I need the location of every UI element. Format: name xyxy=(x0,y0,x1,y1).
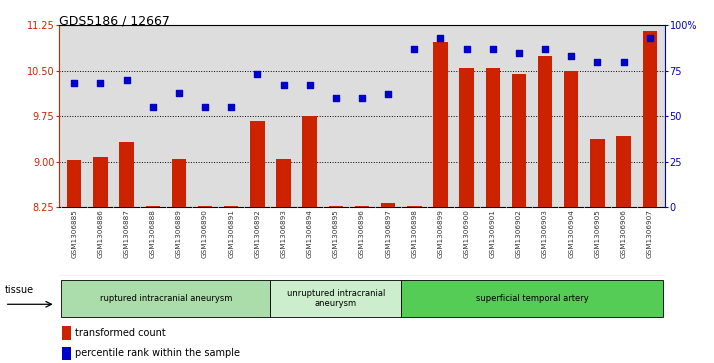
Point xyxy=(304,82,316,88)
Text: tissue: tissue xyxy=(5,285,34,295)
Bar xyxy=(407,206,421,207)
Bar xyxy=(67,160,81,207)
Bar xyxy=(171,159,186,207)
Bar xyxy=(61,280,271,317)
Text: GSM1306891: GSM1306891 xyxy=(228,209,234,258)
Point xyxy=(330,95,341,101)
Text: GSM1306892: GSM1306892 xyxy=(254,209,261,258)
Point xyxy=(539,46,550,52)
Point xyxy=(513,50,525,56)
Text: GSM1306903: GSM1306903 xyxy=(542,209,548,258)
Text: ruptured intracranial aneurysm: ruptured intracranial aneurysm xyxy=(100,294,232,303)
Bar xyxy=(459,68,474,207)
Text: GSM1306905: GSM1306905 xyxy=(595,209,600,258)
Bar xyxy=(538,56,553,207)
Point xyxy=(95,81,106,86)
Bar xyxy=(250,121,265,207)
Text: GSM1306886: GSM1306886 xyxy=(97,209,104,258)
Bar xyxy=(119,142,134,207)
Bar xyxy=(355,206,369,207)
Text: GSM1306895: GSM1306895 xyxy=(333,209,339,258)
Text: GSM1306888: GSM1306888 xyxy=(150,209,156,258)
Text: GSM1306896: GSM1306896 xyxy=(359,209,365,258)
Bar xyxy=(94,157,108,207)
Point xyxy=(121,77,132,83)
Text: GSM1306899: GSM1306899 xyxy=(438,209,443,258)
Bar xyxy=(433,42,448,207)
Text: GSM1306887: GSM1306887 xyxy=(124,209,129,258)
Bar xyxy=(643,32,657,207)
Text: GSM1306901: GSM1306901 xyxy=(490,209,496,258)
Point xyxy=(618,59,629,65)
Text: GDS5186 / 12667: GDS5186 / 12667 xyxy=(59,15,169,28)
Bar xyxy=(198,206,212,207)
Bar xyxy=(62,326,71,339)
Text: superficial temporal artery: superficial temporal artery xyxy=(476,294,588,303)
Point xyxy=(199,104,211,110)
Text: percentile rank within the sample: percentile rank within the sample xyxy=(74,348,240,359)
Text: GSM1306885: GSM1306885 xyxy=(71,209,77,258)
Text: GSM1306898: GSM1306898 xyxy=(411,209,417,258)
Bar xyxy=(486,68,500,207)
Point xyxy=(592,59,603,65)
Bar xyxy=(381,203,396,207)
Bar xyxy=(271,280,401,317)
Text: GSM1306897: GSM1306897 xyxy=(385,209,391,258)
Bar xyxy=(564,71,578,207)
Text: unruptured intracranial
aneurysm: unruptured intracranial aneurysm xyxy=(286,289,385,308)
Point xyxy=(356,95,368,101)
Point xyxy=(226,104,237,110)
Point xyxy=(174,90,185,95)
Bar xyxy=(224,206,238,207)
Text: GSM1306889: GSM1306889 xyxy=(176,209,182,258)
Bar xyxy=(512,74,526,207)
Bar xyxy=(590,139,605,207)
Point xyxy=(383,91,394,97)
Text: GSM1306902: GSM1306902 xyxy=(516,209,522,258)
Text: GSM1306894: GSM1306894 xyxy=(307,209,313,258)
Text: GSM1306904: GSM1306904 xyxy=(568,209,574,258)
Bar xyxy=(276,159,291,207)
Point xyxy=(461,46,473,52)
Bar xyxy=(62,347,71,360)
Text: GSM1306900: GSM1306900 xyxy=(463,209,470,258)
Point xyxy=(251,72,263,77)
Text: GSM1306890: GSM1306890 xyxy=(202,209,208,258)
Bar xyxy=(328,206,343,207)
Text: transformed count: transformed count xyxy=(74,327,166,338)
Bar xyxy=(303,116,317,207)
Point xyxy=(147,104,159,110)
Bar xyxy=(616,136,630,207)
Point xyxy=(408,46,420,52)
Text: GSM1306907: GSM1306907 xyxy=(647,209,653,258)
Point xyxy=(487,46,498,52)
Bar xyxy=(401,280,663,317)
Text: GSM1306893: GSM1306893 xyxy=(281,209,286,258)
Point xyxy=(278,82,289,88)
Point xyxy=(565,53,577,59)
Bar xyxy=(146,206,160,207)
Point xyxy=(644,35,655,41)
Point xyxy=(435,35,446,41)
Point xyxy=(69,81,80,86)
Text: GSM1306906: GSM1306906 xyxy=(620,209,627,258)
